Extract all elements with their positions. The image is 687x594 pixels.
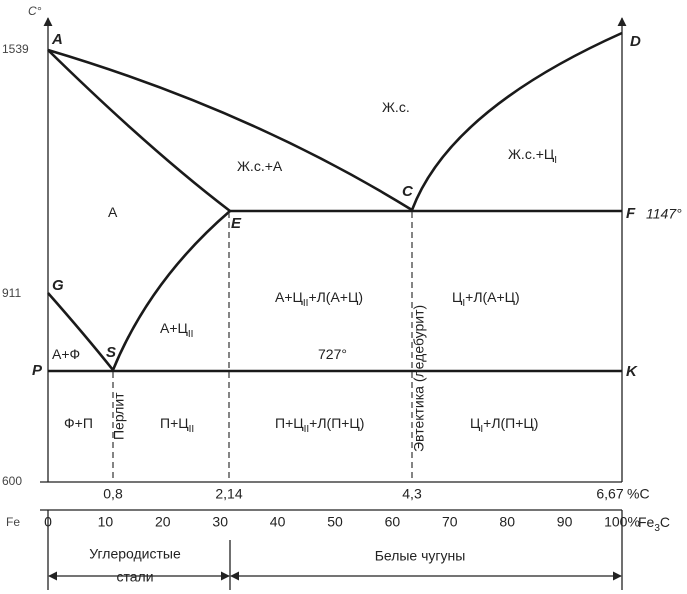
fe3c-tick-label: 0 <box>44 514 52 530</box>
subscript: II <box>188 329 194 340</box>
liquidus-ac <box>47 48 413 212</box>
label-part: +Л(А+Ц) <box>308 289 363 305</box>
fe3c-tick-label: 80 <box>499 514 515 530</box>
point-label: E <box>231 215 242 232</box>
x-tick-label: 6,67 <box>596 486 623 502</box>
line-gs <box>47 292 115 371</box>
fe3c-tick-label: 50 <box>327 514 343 530</box>
region-label: Ж.с.+ЦI <box>508 146 557 166</box>
diagram-lines <box>40 17 627 590</box>
subscript: I <box>554 155 557 166</box>
label-part: Fe <box>638 514 655 530</box>
line-es <box>111 210 231 371</box>
point-label: K <box>626 363 638 380</box>
subscript: 3 <box>654 523 660 534</box>
subscript: I <box>480 424 483 435</box>
label-part: Ж.с. <box>382 99 410 115</box>
region-label: А+ЦII <box>160 320 193 340</box>
fe3c-tick-label: 100% <box>604 514 640 530</box>
y-tick-label: 600 <box>2 474 22 488</box>
label-part: +Л(А+Ц) <box>465 289 520 305</box>
fe3c-tick-label: 90 <box>557 514 573 530</box>
fe3c-tick-label: 60 <box>385 514 401 530</box>
region-label: А+ЦII+Л(А+Ц) <box>275 289 363 309</box>
label-part: C <box>660 514 670 530</box>
label-part: Ж.с.+Ц <box>508 146 555 162</box>
label-part: +Л(П+Ц) <box>483 415 538 431</box>
subscript: I <box>462 298 465 309</box>
region-label: ЦI+Л(А+Ц) <box>452 289 520 309</box>
label-part: Ж.с.+А <box>237 158 283 174</box>
label-part: А <box>108 204 118 220</box>
subscript: II <box>304 424 310 435</box>
label-part: А+Ц <box>275 289 304 305</box>
x-tick-label: 0,8 <box>103 486 123 502</box>
x-tick-label: 2,14 <box>215 486 242 502</box>
x-tick-label: 4,3 <box>402 486 422 502</box>
subscript: II <box>303 298 309 309</box>
region-label: 727° <box>318 346 347 362</box>
point-label: D <box>630 33 641 50</box>
point-label: C <box>402 183 414 200</box>
label-part: +Л(П+Ц) <box>309 415 364 431</box>
annotation: 1147° <box>646 206 682 222</box>
label-part: П+Ц <box>275 415 304 431</box>
subscript: II <box>189 424 195 435</box>
fe3c-tick-label: 30 <box>212 514 228 530</box>
vertical-label: Перлит <box>111 392 127 440</box>
axis-unit: C° <box>28 4 42 18</box>
y-tick-label: 1539 <box>2 42 29 56</box>
fe3c-tick-label: 70 <box>442 514 458 530</box>
liquidus-cd <box>410 31 623 211</box>
y-tick-label: 911 <box>2 286 21 300</box>
range-label: Белые чугуны <box>375 548 466 564</box>
range-label: Углеродистые <box>89 546 181 562</box>
label-part: А+Ц <box>160 320 189 336</box>
axis-unit: Fe3C <box>638 514 670 534</box>
point-label: S <box>106 344 116 361</box>
point-label: F <box>626 205 636 222</box>
region-label: Ж.с. <box>382 99 410 115</box>
axis-unit: %C <box>627 486 650 502</box>
label-part: 727° <box>318 346 347 362</box>
label-part: А+Ф <box>52 346 80 362</box>
axis-start: Fe <box>6 515 20 529</box>
region-label: П+ЦII <box>160 415 194 435</box>
fe3c-tick-label: 20 <box>155 514 171 530</box>
fe3c-tick-label: 40 <box>270 514 286 530</box>
solidus-ae <box>47 49 231 213</box>
region-label: П+ЦII+Л(П+Ц) <box>275 415 364 435</box>
region-label: Ф+П <box>64 415 93 431</box>
label-part: Ф+П <box>64 415 93 431</box>
point-label: P <box>32 362 43 379</box>
point-label: G <box>52 277 64 294</box>
region-label: ЦI+Л(П+Ц) <box>470 415 538 435</box>
region-label: Ж.с.+А <box>237 158 283 174</box>
label-part: Ц <box>470 415 481 431</box>
vertical-label: Эвтектика (ледебурит) <box>411 305 427 452</box>
fe3c-tick-label: 10 <box>98 514 114 530</box>
label-part: П+Ц <box>160 415 189 431</box>
region-label: А+Ф <box>52 346 80 362</box>
range-label: стали <box>116 569 153 585</box>
label-part: Ц <box>452 289 463 305</box>
region-label: А <box>108 204 118 220</box>
point-label: A <box>51 31 63 48</box>
